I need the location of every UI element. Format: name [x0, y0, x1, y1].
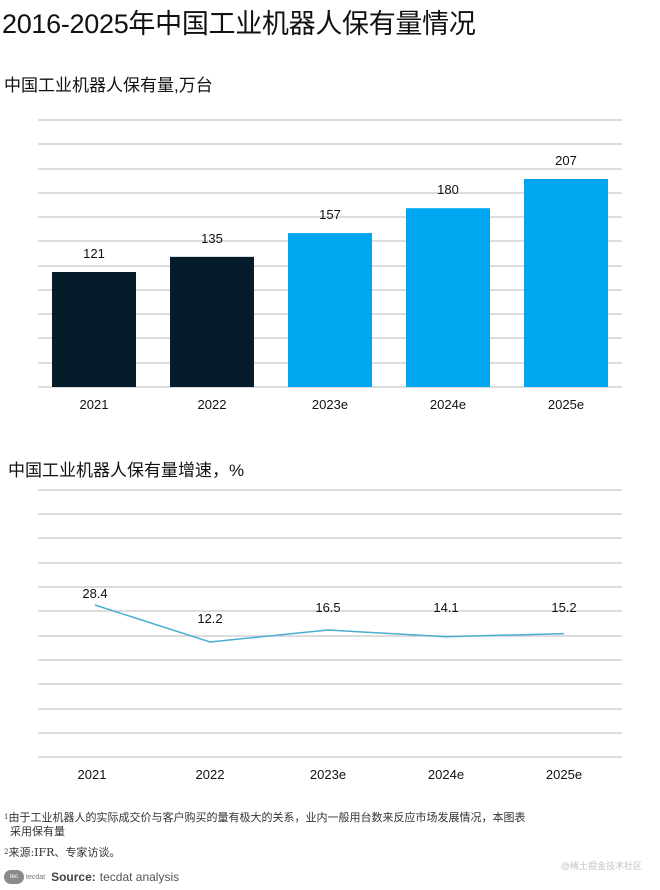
line-series: 28.4 2021 12.2 2022 16.5 2023e 14.1 2024e 15.2 20… [78, 586, 583, 782]
footnote-2: 2来源:IFR、专家访谈。 [4, 846, 120, 860]
footnote-2-text: 来源:IFR、专家访谈。 [8, 846, 121, 859]
footnote-1-marker: 1 [4, 813, 9, 821]
x-axis-label: 2025e [548, 397, 584, 412]
x-axis-label: 2021 [78, 767, 107, 782]
bar-chart-title: 中国工业机器人保有量,万台 [4, 76, 213, 95]
source-text: tecdat analysis [99, 870, 180, 884]
logo-text: tecdat [26, 873, 46, 881]
x-axis-label: 2025e [546, 767, 582, 782]
x-axis-label: 2024e [430, 397, 466, 412]
growth-line [94, 604, 565, 643]
footnote-2-marker: 2 [4, 848, 9, 856]
line-value-label: 28.4 [82, 586, 107, 601]
bar-value-label: 207 [555, 153, 577, 168]
line-value-label: 15.2 [551, 600, 576, 615]
x-axis-label: 2024e [428, 767, 464, 782]
bar-chart: 121 2021 135 2022 157 2023e 180 2024e 207 2025e [38, 119, 622, 412]
bar-value-label: 121 [83, 246, 105, 261]
source-line: tec tecdat Source: tecdat analysis [4, 870, 179, 884]
bar-2025e [524, 179, 608, 387]
bar-2023e [288, 233, 372, 387]
bar-series: 121 2021 135 2022 157 2023e 180 2024e 207 2025e [52, 153, 608, 412]
line-chart: 28.4 2021 12.2 2022 16.5 2023e 14.1 2024e 15.2 20… [38, 489, 622, 782]
line-value-label: 16.5 [315, 600, 340, 615]
line-value-label: 14.1 [433, 600, 458, 615]
bar-2021 [52, 272, 136, 387]
bar-2024e [406, 208, 490, 387]
watermark: @稀土掘金技术社区 [560, 861, 642, 871]
bar-2022 [170, 256, 254, 387]
bar-value-label: 180 [437, 182, 459, 197]
x-axis-label: 2022 [196, 767, 225, 782]
x-axis-label: 2021 [80, 397, 109, 412]
footnote-1: 1由于工业机器人的实际成交价与客户购买的量有极大的关系，业内一般用台数来反应市场… [4, 811, 624, 839]
page-title: 2016-2025年中国工业机器人保有量情况 [2, 9, 476, 39]
line-value-label: 12.2 [197, 611, 222, 626]
footnote-1-text: 由于工业机器人的实际成交价与客户购买的量有极大的关系，业内一般用台数来反应市场发… [8, 811, 526, 824]
source-label: Source: [51, 870, 96, 884]
x-axis-label: 2023e [310, 767, 346, 782]
footnote-1-continuation: 采用保有量 [10, 825, 65, 838]
bar-value-label: 157 [319, 207, 341, 222]
x-axis-label: 2022 [198, 397, 227, 412]
line-chart-gridlines [38, 489, 622, 758]
line-chart-title: 中国工业机器人保有量增速，% [8, 461, 245, 480]
tecdat-logo-icon: tec [4, 870, 24, 884]
x-axis-label: 2023e [312, 397, 348, 412]
bar-value-label: 135 [201, 231, 223, 246]
